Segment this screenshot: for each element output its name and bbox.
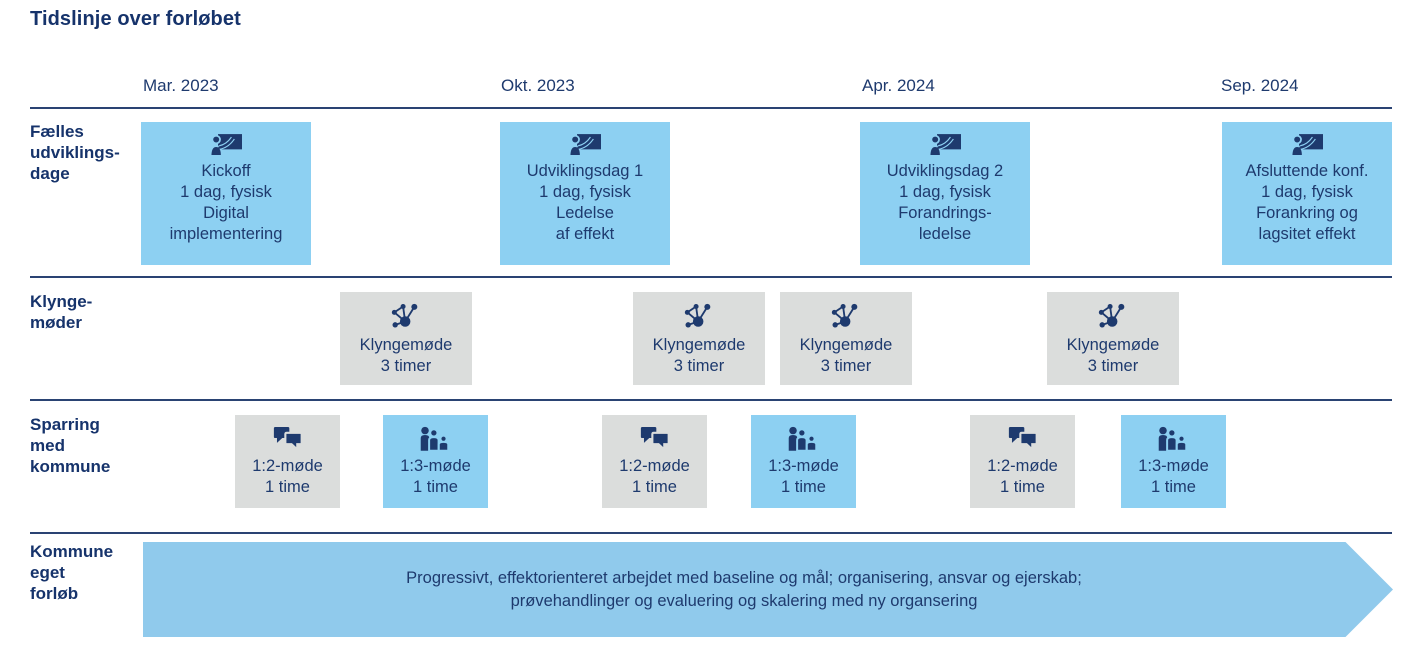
sparring-box-1-2-c: 1:2-møde 1 time: [970, 415, 1075, 508]
sparring-text: 1:3-møde 1 time: [1138, 457, 1209, 496]
development-day-text: Udviklingsdag 2 1 dag, fysisk Forandring…: [886, 162, 1004, 243]
sparring-text: 1:3-møde 1 time: [400, 457, 471, 496]
development-day-box-2: Udviklingsdag 2 1 dag, fysisk Forandring…: [860, 122, 1030, 265]
network-icon: [831, 303, 861, 330]
row-label-municipality-track: Kommune eget forløb: [30, 542, 114, 603]
municipality-track-text: Progressivt, effektorienteret arbejdet m…: [406, 568, 1082, 610]
network-icon: [391, 303, 421, 330]
sparring-box-1-3-a: 1:3-møde 1 time: [383, 415, 488, 508]
development-day-box-kickoff: Kickoff 1 dag, fysisk Digital implemente…: [141, 122, 311, 265]
sparring-text: 1:3-møde 1 time: [768, 457, 839, 496]
chat-bubbles-icon: [273, 426, 303, 451]
date-label-2: Okt. 2023: [501, 76, 575, 95]
sparring-text: 1:2-møde 1 time: [987, 457, 1058, 496]
development-day-text: Udviklingsdag 1 1 dag, fysisk Ledelse af…: [526, 162, 644, 243]
presenter-board-icon: [210, 134, 242, 156]
municipality-track-arrow: Progressivt, effektorienteret arbejdet m…: [143, 542, 1393, 637]
cluster-meeting-box-4: Klyngemøde 3 timer: [1047, 292, 1179, 385]
divider-line-3: [30, 399, 1392, 401]
development-day-text: Afsluttende konf. 1 dag, fysisk Forankri…: [1245, 162, 1369, 243]
sparring-box-1-3-b: 1:3-møde 1 time: [751, 415, 856, 508]
date-label-1: Mar. 2023: [143, 76, 219, 95]
people-group-icon: [1158, 426, 1189, 451]
sparring-text: 1:2-møde 1 time: [619, 457, 690, 496]
divider-line-1: [30, 107, 1392, 109]
row-label-cluster-meetings: Klynge- møder: [30, 292, 93, 332]
sparring-text: 1:2-møde 1 time: [252, 457, 323, 496]
cluster-meeting-box-2: Klyngemøde 3 timer: [633, 292, 765, 385]
date-label-4: Sep. 2024: [1221, 76, 1299, 95]
sparring-box-1-3-c: 1:3-møde 1 time: [1121, 415, 1226, 508]
presenter-board-icon: [929, 134, 961, 156]
presenter-board-icon: [1291, 134, 1323, 156]
cluster-meeting-box-1: Klyngemøde 3 timer: [340, 292, 472, 385]
row-label-development-days: Fælles udviklings- dage: [30, 122, 120, 183]
people-group-icon: [788, 426, 819, 451]
divider-line-2: [30, 276, 1392, 278]
cluster-meeting-text: Klyngemøde 3 timer: [1066, 336, 1160, 375]
page-title: Tidslinje over forløbet: [30, 8, 241, 30]
date-label-3: Apr. 2024: [862, 76, 935, 95]
development-day-text: Kickoff 1 dag, fysisk Digital implemente…: [169, 162, 283, 243]
chat-bubbles-icon: [640, 426, 670, 451]
divider-line-4: [30, 532, 1392, 534]
sparring-box-1-2-b: 1:2-møde 1 time: [602, 415, 707, 508]
cluster-meeting-text: Klyngemøde 3 timer: [799, 336, 893, 375]
network-icon: [684, 303, 714, 330]
chat-bubbles-icon: [1008, 426, 1038, 451]
network-icon: [1098, 303, 1128, 330]
development-day-box-final: Afsluttende konf. 1 dag, fysisk Forankri…: [1222, 122, 1392, 265]
sparring-box-1-2-a: 1:2-møde 1 time: [235, 415, 340, 508]
cluster-meeting-text: Klyngemøde 3 timer: [359, 336, 453, 375]
cluster-meeting-box-3: Klyngemøde 3 timer: [780, 292, 912, 385]
row-label-sparring: Sparring med kommune: [30, 415, 111, 476]
cluster-meeting-text: Klyngemøde 3 timer: [652, 336, 746, 375]
presenter-board-icon: [569, 134, 601, 156]
development-day-box-1: Udviklingsdag 1 1 dag, fysisk Ledelse af…: [500, 122, 670, 265]
people-group-icon: [420, 426, 451, 451]
